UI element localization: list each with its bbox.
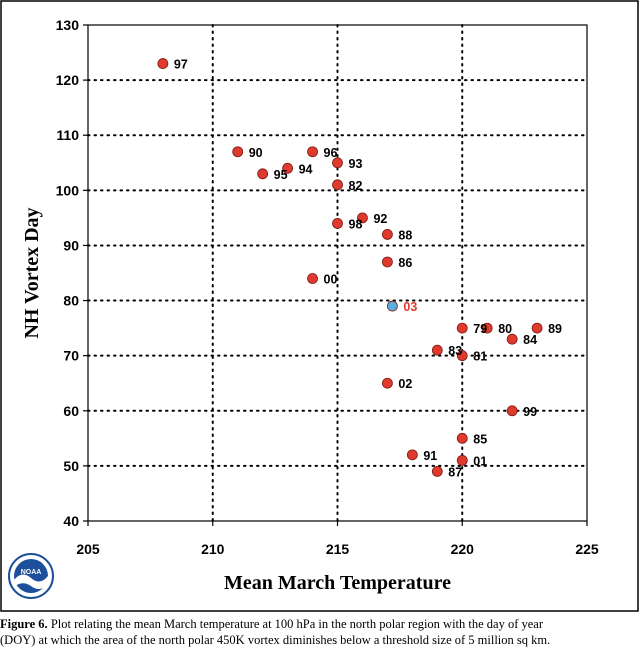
point-label-94: 94	[299, 162, 313, 176]
point-label-96: 96	[324, 146, 338, 160]
data-point-92	[357, 212, 368, 224]
data-point-94	[282, 162, 294, 174]
data-point-03	[386, 300, 398, 312]
y-tick-label: 70	[63, 348, 79, 364]
data-point-82	[332, 179, 343, 191]
chart-border	[0, 0, 639, 612]
point-label-95: 95	[274, 168, 288, 182]
x-tick-label: 205	[76, 541, 100, 557]
data-point-79	[456, 322, 468, 334]
noaa-logo-text: NOAA	[21, 569, 42, 576]
point-label-89: 89	[548, 322, 562, 336]
point-label-88: 88	[398, 228, 412, 242]
y-tick-label: 60	[63, 403, 79, 419]
y-tick-label: 120	[56, 72, 80, 88]
data-point-87	[431, 465, 443, 477]
data-point-91	[406, 449, 418, 461]
y-tick-label: 110	[56, 127, 79, 143]
data-point-86	[381, 256, 393, 268]
data-point-85	[456, 432, 468, 444]
data-point-97	[157, 58, 169, 69]
noaa-logo: NOAA	[8, 553, 54, 599]
data-point-88	[381, 229, 393, 240]
data-point-98	[332, 217, 343, 229]
point-label-80: 80	[498, 322, 512, 336]
point-label-97: 97	[174, 58, 188, 72]
point-label-02: 02	[398, 377, 412, 391]
data-point-81	[456, 350, 468, 362]
point-label-90: 90	[249, 146, 263, 160]
point-label-82: 82	[349, 179, 363, 193]
y-axis-title: NH Vortex Day	[21, 207, 43, 338]
y-tick-label: 100	[56, 182, 80, 198]
point-label-98: 98	[349, 217, 363, 231]
point-label-85: 85	[473, 432, 487, 446]
data-point-80	[481, 322, 493, 334]
point-label-84: 84	[523, 333, 537, 347]
caption-line-2: (DOY) at which the area of the north pol…	[0, 633, 551, 647]
point-label-00: 00	[324, 273, 338, 287]
data-point-93	[332, 157, 343, 169]
caption-line-1: Plot relating the mean March temperature…	[47, 617, 544, 631]
point-label-91: 91	[423, 449, 437, 463]
x-tick-label: 215	[326, 541, 350, 557]
point-label-86: 86	[398, 256, 412, 270]
x-tick-label: 210	[201, 541, 225, 557]
data-points	[157, 58, 543, 477]
data-point-89	[531, 322, 543, 334]
y-tick-label: 40	[63, 513, 79, 529]
tick-labels: 40 50 60 70 80 90 100 110 120 130 205 210 215 220 225	[56, 17, 599, 557]
data-point-84	[506, 333, 518, 345]
point-label-79: 79	[473, 322, 487, 336]
x-tick-label: 220	[451, 541, 475, 557]
point-label-92: 92	[373, 212, 387, 226]
caption-prefix: Figure 6.	[0, 617, 48, 631]
data-point-90	[232, 146, 244, 158]
point-label-99: 99	[523, 405, 537, 419]
data-point-00	[307, 273, 318, 284]
data-point-83	[431, 344, 443, 356]
data-point-01	[456, 454, 468, 466]
y-tick-label: 50	[63, 458, 79, 474]
point-label-87: 87	[448, 465, 462, 479]
y-tick-label: 80	[63, 293, 79, 309]
point-label-01: 01	[473, 454, 487, 468]
x-tick-label: 225	[575, 541, 599, 557]
chart-frame: 40 50 60 70 80 90 100 110 120 130 205 210 215 220 225 …	[0, 0, 639, 612]
point-label-81: 81	[473, 350, 487, 364]
x-axis-title: Mean March Temperature	[224, 572, 451, 594]
data-point-95	[257, 168, 269, 180]
point-label-03: 03	[403, 300, 417, 314]
data-point-96	[307, 146, 318, 158]
figure-caption: Figure 6. Plot relating the mean March t…	[0, 616, 640, 652]
y-tick-label: 130	[56, 17, 80, 33]
point-label-93: 93	[349, 157, 363, 171]
data-point-02	[381, 377, 393, 389]
point-labels: 97 90 96 93 94 95 82 92 98 88 86 00 03 79 80 89 84 83 81 02…	[174, 58, 562, 480]
y-tick-label: 90	[63, 237, 79, 253]
data-point-99	[506, 405, 518, 417]
grid-lines	[87, 24, 588, 522]
point-label-83: 83	[448, 344, 462, 358]
noaa-logo-icon: NOAA	[8, 553, 54, 599]
